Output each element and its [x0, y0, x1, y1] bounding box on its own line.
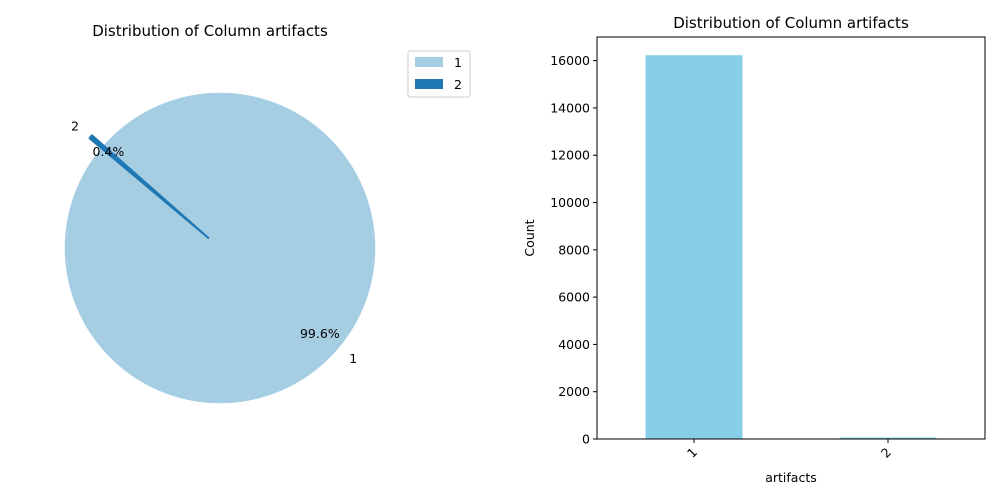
bar-y-tick-label: 14000	[550, 100, 590, 115]
bar-y-axis-label: Count	[522, 219, 537, 256]
bar-y-tick-label: 8000	[558, 242, 590, 257]
bar-y-tick-label: 16000	[550, 53, 590, 68]
pie-category-label-1: 1	[349, 351, 357, 366]
bar-1	[645, 55, 743, 439]
pie-slice-2	[88, 134, 210, 239]
bar-y-tick-label: 2000	[558, 384, 590, 399]
pie-slice-1	[64, 92, 376, 404]
bar-chart-title: Distribution of Column artifacts	[673, 14, 909, 32]
bar-x-axis-label: artifacts	[765, 470, 817, 485]
pie-legend-swatch-2	[415, 79, 443, 89]
bar-chart: Distribution of Column artifacts 0 2000 40…	[522, 14, 986, 485]
pie-legend-label-1: 1	[454, 55, 462, 70]
bar-2	[839, 437, 937, 439]
bar-x-tick-label-1: 1	[684, 445, 700, 461]
bar-y-tick-label: 0	[582, 432, 590, 447]
bar-bars	[645, 55, 937, 439]
pie-legend-swatch-1	[415, 57, 443, 67]
bar-x-tick-label-2: 2	[878, 445, 894, 461]
pie-chart-title: Distribution of Column artifacts	[92, 22, 328, 40]
pie-legend-label-2: 2	[454, 77, 462, 92]
pie-labels: 1 99.6% 2 0.4%	[71, 119, 357, 367]
pie-percent-label-1: 99.6%	[300, 326, 340, 341]
pie-slices	[64, 92, 376, 404]
pie-legend: 1 2	[407, 50, 471, 98]
bar-y-tick-label: 10000	[550, 195, 590, 210]
bar-y-tick-label: 12000	[550, 148, 590, 163]
bar-y-ticks: 0 2000 4000 6000 8000 10000 12000 14000 16000	[550, 53, 597, 447]
pie-percent-label-2: 0.4%	[93, 144, 125, 159]
pie-chart: Distribution of Column artifacts 1 99.6% 2…	[64, 22, 471, 404]
pie-category-label-2: 2	[71, 119, 79, 134]
bar-axes-frame	[596, 36, 986, 440]
bar-y-tick-label: 6000	[558, 290, 590, 305]
bar-y-tick-label: 4000	[558, 337, 590, 352]
